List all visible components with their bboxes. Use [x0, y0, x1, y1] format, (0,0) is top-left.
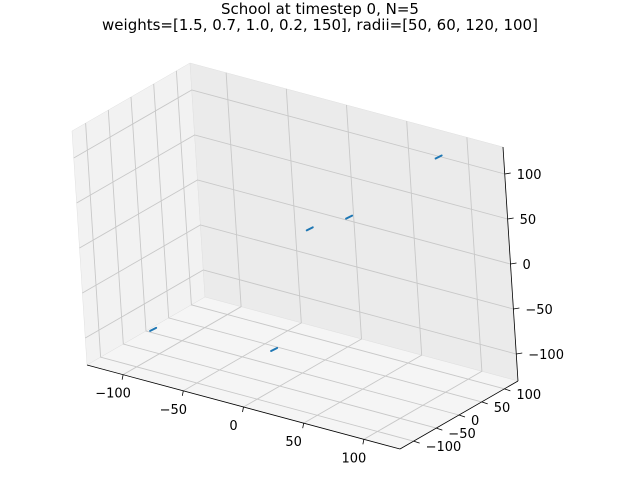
z-tick-label: 0 — [523, 258, 531, 273]
x-tick-mark — [242, 406, 244, 413]
x-grid-line — [363, 137, 483, 440]
y-tick-mark — [458, 414, 466, 418]
quiver-arrows — [149, 154, 443, 352]
z-grid-line — [82, 224, 514, 310]
fish-arrow — [149, 326, 158, 332]
fish-arrow — [434, 154, 443, 160]
z-tick-label: 50 — [520, 213, 537, 228]
fish-arrow — [270, 346, 279, 352]
y-grid-line — [85, 123, 414, 442]
x-grid-line — [122, 72, 242, 376]
z-tick-label: 100 — [517, 168, 542, 183]
x-tick-mark — [302, 423, 305, 429]
x-tick-mark — [362, 439, 365, 445]
y-grid-line — [130, 96, 460, 416]
x-tick-label: 50 — [285, 435, 302, 450]
y-tick-label: 100 — [516, 388, 541, 403]
y-tick-mark — [436, 427, 443, 431]
z-tick-label: −100 — [528, 348, 564, 363]
y-tick-label: 0 — [471, 414, 479, 429]
chart-subtitle: weights=[1.5, 0.7, 1.0, 0.2, 150], radii… — [102, 16, 538, 34]
y-grid-line — [153, 83, 482, 403]
x-grid-line — [303, 121, 423, 424]
x-tick-label: −100 — [95, 387, 131, 402]
z-tick-label: −50 — [525, 303, 552, 318]
fish-arrow — [305, 226, 314, 232]
y-grid-line — [175, 70, 505, 390]
x-tick-label: 100 — [341, 451, 366, 466]
z-tick-mark — [507, 217, 514, 220]
y-tick-label: 50 — [494, 401, 511, 416]
x-grid-line — [183, 88, 302, 392]
y-grid-line — [107, 110, 437, 429]
z-tick-mark — [513, 307, 520, 310]
x-tick-label: −50 — [160, 403, 187, 418]
y-tick-label: −50 — [448, 427, 475, 442]
x-tick-mark — [121, 374, 124, 380]
z-tick-mark — [504, 172, 511, 175]
x-grid-line — [243, 104, 362, 408]
x-tick-label: 0 — [229, 419, 237, 434]
z-tick-mark — [516, 352, 523, 355]
y-tick-mark — [413, 440, 420, 444]
y-tick-label: −100 — [426, 440, 462, 455]
z-grid-line — [73, 89, 505, 175]
fish-arrow — [345, 214, 354, 220]
z-grid-line — [85, 269, 517, 355]
chart-title: School at timestep 0, N=5 — [221, 0, 419, 18]
z-tick-mark — [510, 262, 517, 265]
y-tick-mark — [481, 401, 488, 405]
y-tick-mark — [504, 388, 511, 392]
axes — [86, 146, 523, 450]
z-grid-line — [79, 179, 511, 265]
grid-lines — [73, 70, 517, 442]
z-grid-line — [76, 134, 508, 220]
x-tick-mark — [181, 390, 184, 396]
